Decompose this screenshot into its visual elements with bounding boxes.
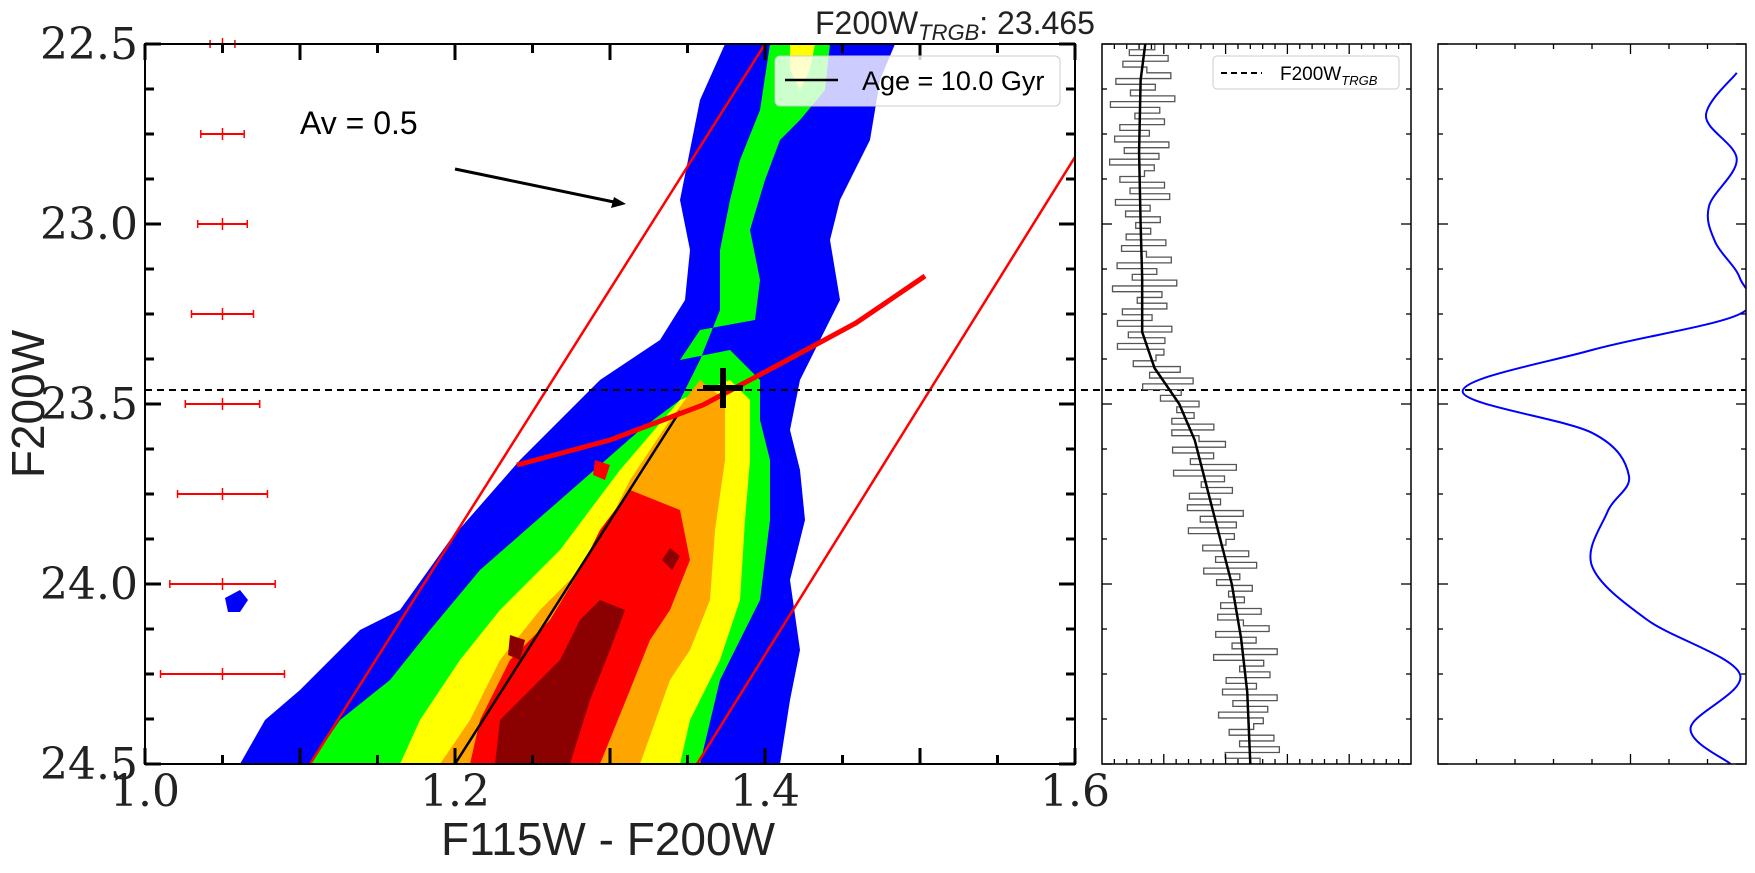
histogram-legend-label: F200WTRGB <box>1280 64 1378 88</box>
histogram-legend: F200WTRGB <box>1212 55 1400 90</box>
edge-response-ticks <box>1438 43 1746 765</box>
trgb-marker <box>703 368 743 408</box>
histogram-panel: F200WTRGB <box>1101 43 1412 765</box>
trgb-fit-curve <box>516 273 927 468</box>
histogram-ticks <box>1102 43 1411 765</box>
edge-response-panel <box>1437 43 1747 765</box>
tick-labels: 1.0 1.2 1.4 1.6 22.5 23.0 23.5 24.0 24.5 <box>40 19 1110 817</box>
contour-level-5 <box>470 460 690 764</box>
legend-isochrone-label: Age = 10.0 Gyr <box>862 66 1044 96</box>
error-bar <box>176 488 269 500</box>
cmd-xlabel: F115W - F200W <box>441 813 776 865</box>
contour-island <box>225 590 248 612</box>
reddening-vector <box>454 167 626 208</box>
selection-box-right-edge <box>695 156 1075 764</box>
histogram-frame <box>1101 43 1412 765</box>
reddening-annotation: Av = 0.5 <box>300 105 418 141</box>
error-bar <box>196 218 249 230</box>
error-bar <box>184 398 261 410</box>
y-tick-label: 22.5 <box>40 19 138 70</box>
contour-level-3 <box>400 44 815 764</box>
error-bar <box>169 578 276 590</box>
figure-title: F200WTRGB: 23.465 <box>815 5 1095 45</box>
cmd-legend: Age = 10.0 Gyr <box>774 55 1061 107</box>
cmd-ticks <box>143 42 1077 766</box>
selection-box-left-edge <box>308 44 767 764</box>
error-bar <box>190 308 255 320</box>
cmd-panel: Av = 0.5 Age = 10.0 Gyr F115W - F200W F2… <box>2 38 1746 865</box>
error-bars <box>159 38 286 680</box>
edge-detection-curve <box>1461 72 1746 764</box>
x-tick-label: 1.2 <box>420 766 490 817</box>
y-tick-label: 24.5 <box>40 739 138 790</box>
x-tick-label: 1.6 <box>1040 766 1110 817</box>
cmd-density-contours <box>225 44 895 764</box>
y-tick-label: 23.0 <box>40 199 138 250</box>
error-bar <box>159 668 286 680</box>
smoothed-luminosity-function <box>1137 44 1252 764</box>
y-tick-label: 24.0 <box>40 559 138 610</box>
cmd-ylabel: F200W <box>2 329 54 478</box>
isochrone-line <box>453 410 682 765</box>
luminosity-histogram <box>1108 44 1281 764</box>
contour-level-6 <box>495 548 680 764</box>
x-tick-label: 1.0 <box>110 766 180 817</box>
y-tick-label: 23.5 <box>40 379 138 430</box>
x-tick-label: 1.4 <box>730 766 800 817</box>
error-bar <box>200 128 245 140</box>
